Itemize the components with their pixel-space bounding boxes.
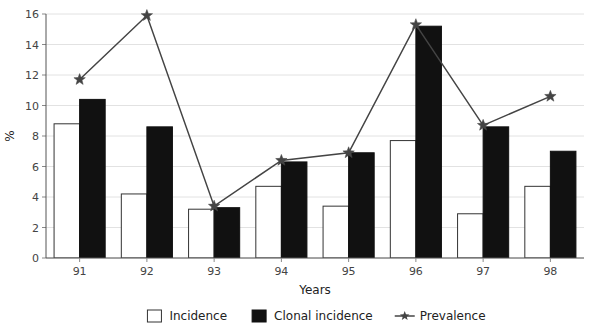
bar (80, 99, 106, 258)
legend: Incidence Clonal incidence Prevalence (147, 309, 485, 323)
y-tick-label: 4 (32, 191, 39, 204)
bar (281, 162, 307, 258)
bar (121, 194, 147, 258)
grid-line (46, 75, 584, 76)
y-tick-label: 16 (25, 8, 39, 21)
marker (208, 200, 219, 211)
x-tick (550, 258, 551, 262)
y-tick (42, 227, 46, 228)
x-tick-label: 93 (207, 265, 221, 278)
bar (256, 186, 282, 258)
x-tick-label: 91 (73, 265, 87, 278)
bar (54, 124, 80, 258)
marker (74, 74, 85, 85)
legend-marker (400, 311, 410, 320)
marker (477, 119, 488, 130)
x-axis-title: Years (298, 283, 331, 297)
y-tick (42, 44, 46, 45)
y-tick-label: 14 (25, 39, 39, 52)
x-tick-label: 96 (409, 265, 423, 278)
grid-line (46, 44, 584, 45)
legend-item: Prevalence (395, 309, 486, 323)
y-tick (42, 14, 46, 15)
bar (416, 26, 442, 258)
y-tick-label: 6 (32, 161, 39, 174)
marker (343, 147, 354, 158)
bar (189, 209, 215, 258)
grid (46, 14, 584, 258)
y-tick-label: 12 (25, 69, 39, 82)
y-tick (42, 136, 46, 137)
x-tick-label: 95 (342, 265, 356, 278)
legend-label: Clonal incidence (274, 309, 373, 323)
y-axis-title: % (3, 130, 17, 141)
bar (147, 127, 173, 258)
bar (349, 153, 375, 258)
line (80, 16, 551, 207)
y-tick (42, 197, 46, 198)
y-tick (42, 258, 46, 259)
x-tick (348, 258, 349, 262)
y-tick-label: 0 (32, 252, 39, 265)
x-tick (146, 258, 147, 262)
x-tick-label: 97 (476, 265, 490, 278)
y-tick-label: 10 (25, 100, 39, 113)
bar (323, 206, 349, 258)
x-tick-label: 98 (543, 265, 557, 278)
bar (390, 141, 416, 258)
legend-swatch (252, 310, 266, 322)
bar (483, 127, 509, 258)
x-tick (415, 258, 416, 262)
x-axis (46, 258, 584, 259)
marker (410, 19, 421, 30)
chart: 0 2 4 6 8 10 12 14 16 91 92 93 94 95 96 97 98 Years% Incid… (0, 0, 600, 334)
x-tick (79, 258, 80, 262)
x-tick-label: 94 (274, 265, 288, 278)
y-tick (42, 105, 46, 106)
legend-label: Incidence (169, 309, 227, 323)
x-tick (483, 258, 484, 262)
legend-item: Incidence (147, 309, 227, 323)
x-tick (214, 258, 215, 262)
marker (141, 10, 152, 21)
legend-swatch (147, 310, 161, 322)
bar (550, 151, 576, 258)
x-tick-label: 92 (140, 265, 154, 278)
marker (545, 90, 556, 101)
bar (525, 186, 551, 258)
grid-line (46, 105, 584, 106)
marks (54, 10, 576, 258)
y-tick-label: 2 (32, 222, 39, 235)
y-tick (42, 75, 46, 76)
legend-item: Clonal incidence (252, 309, 373, 323)
marker (276, 154, 287, 165)
y-axis (46, 14, 47, 258)
x-tick (281, 258, 282, 262)
y-tick-label: 8 (32, 130, 39, 143)
legend-label: Prevalence (420, 309, 486, 323)
grid-line (46, 14, 584, 15)
y-tick (42, 166, 46, 167)
grid-line (46, 258, 584, 259)
bar (214, 208, 240, 258)
bar (458, 214, 484, 258)
